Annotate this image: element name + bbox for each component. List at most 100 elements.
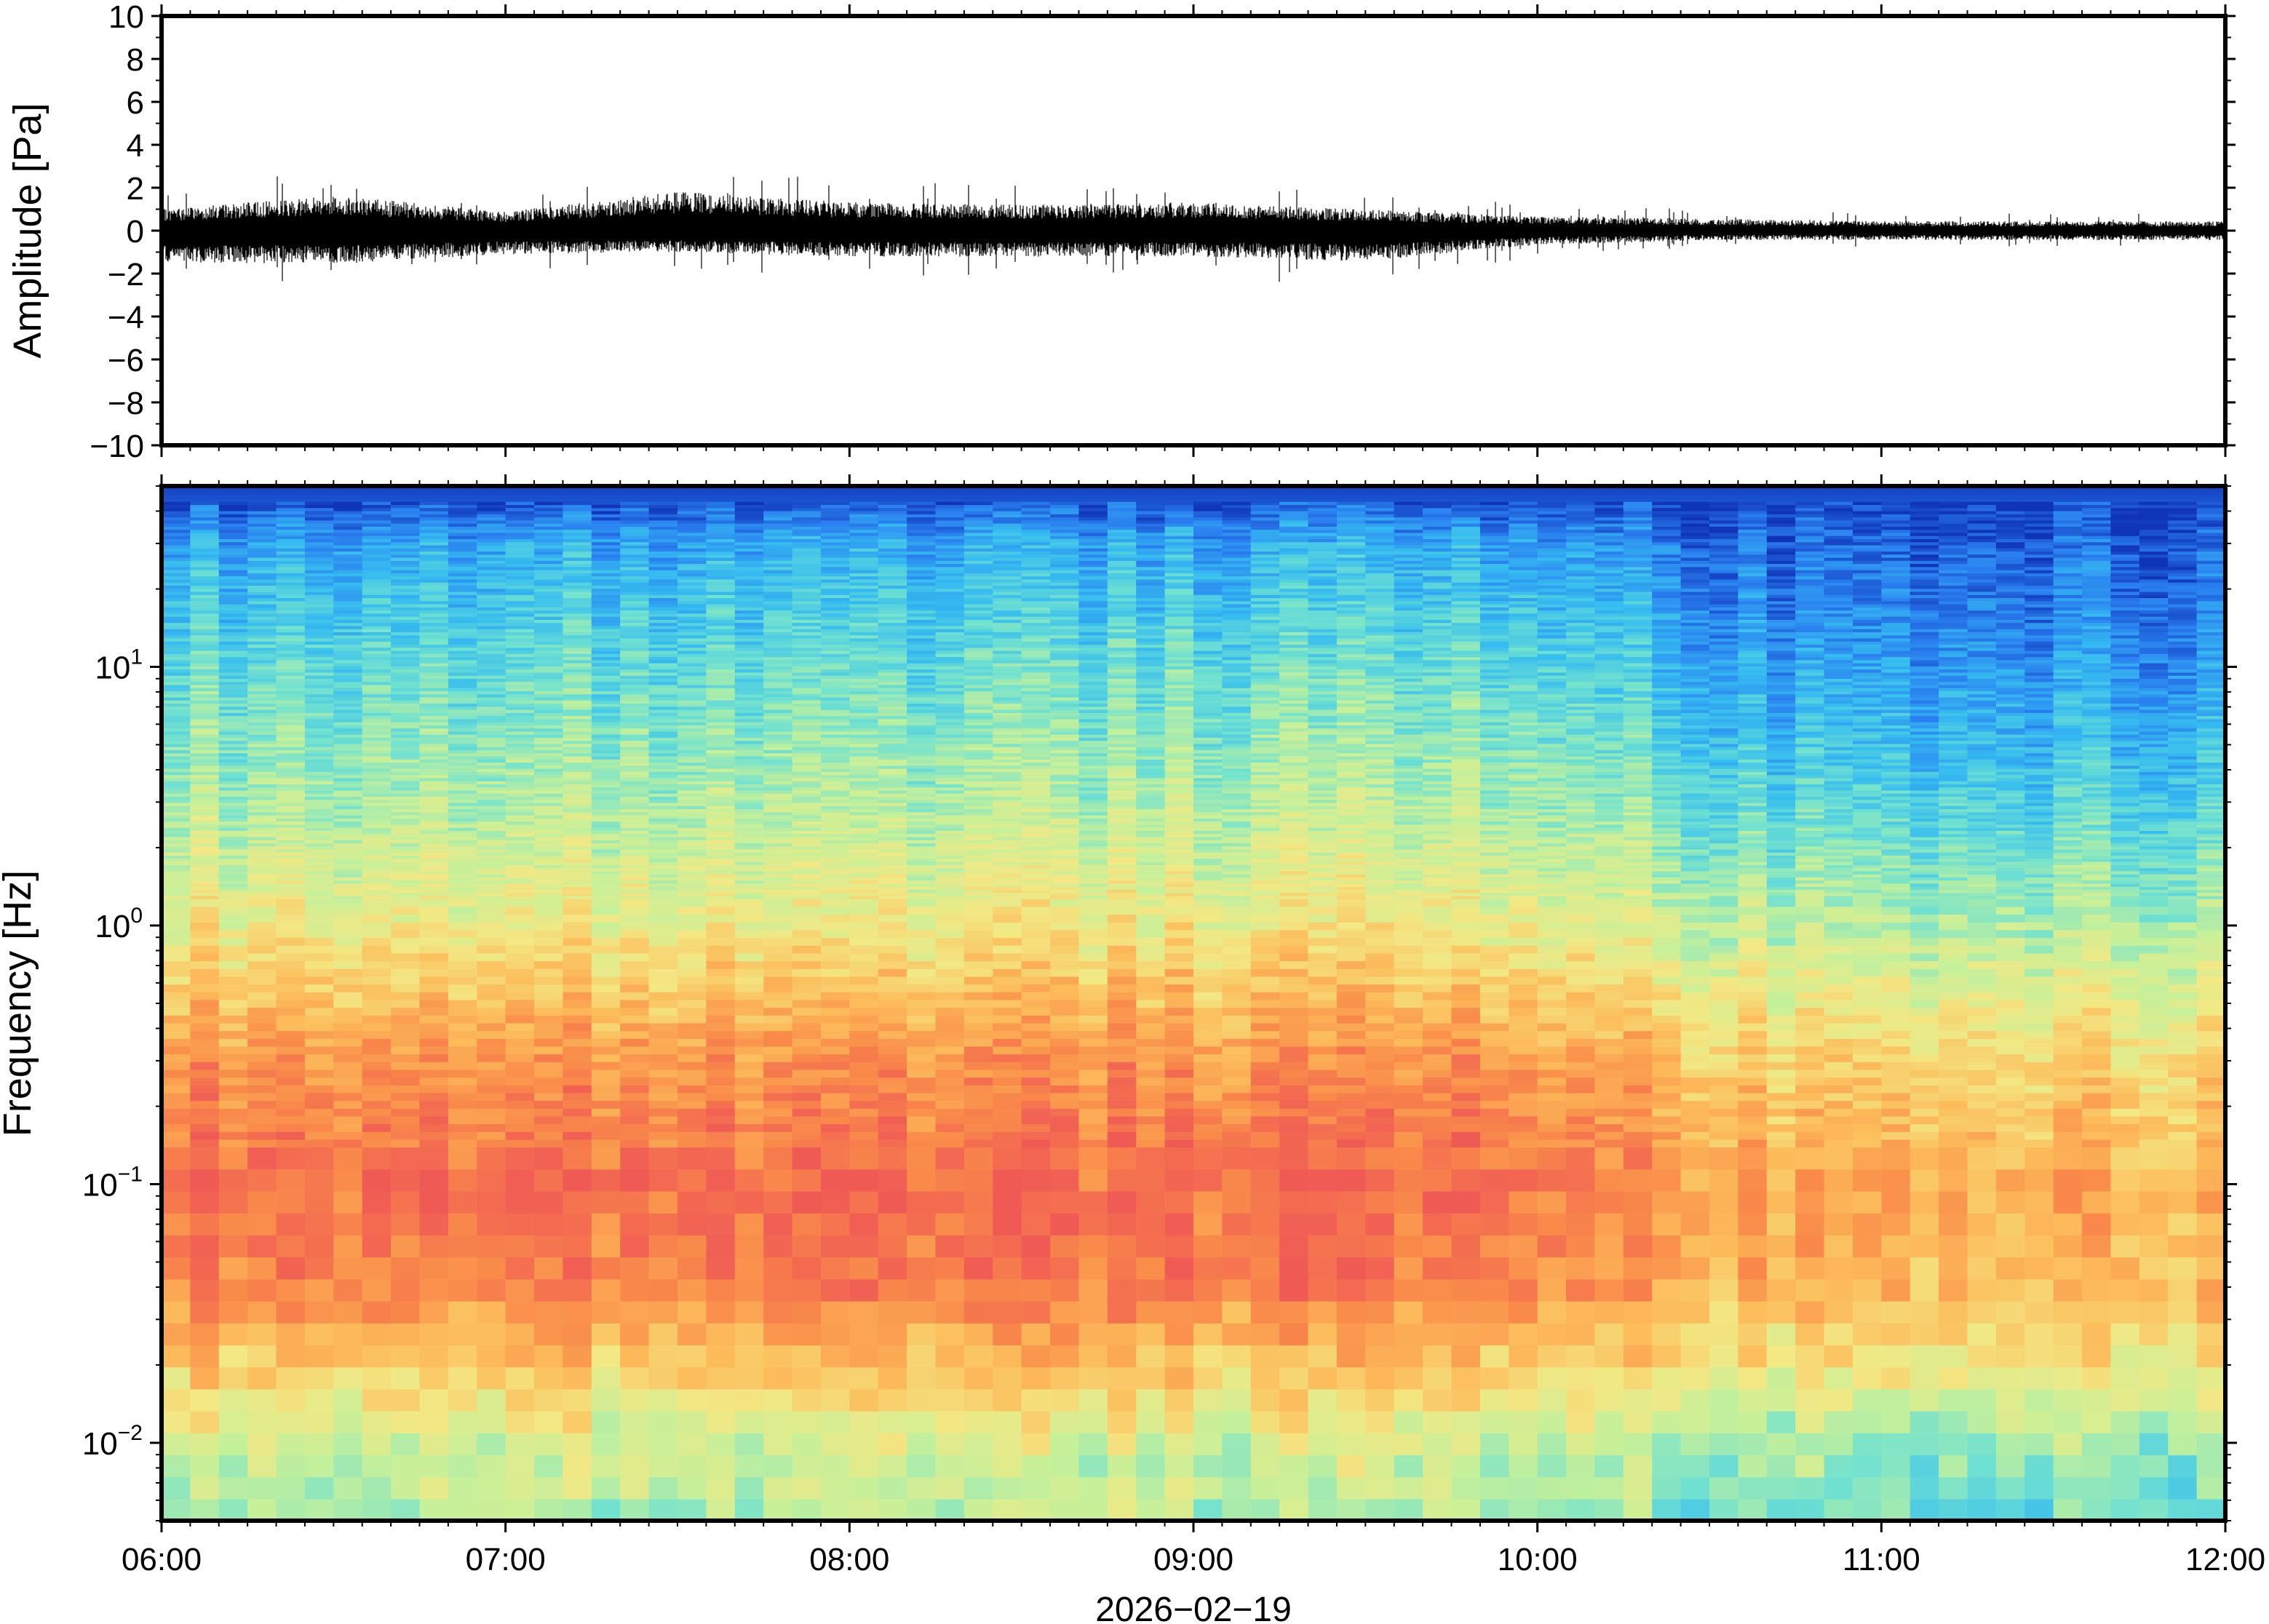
spectrogram-cell: [820, 1100, 851, 1109]
spectrogram-cell: [620, 1054, 650, 1062]
spectrogram-cell: [648, 566, 678, 570]
spectrogram-cell: [820, 746, 851, 751]
spectrogram-cell: [878, 731, 907, 735]
spectrogram-cell: [333, 802, 363, 806]
spectrogram-cell: [763, 805, 793, 810]
spectrogram-cell: [162, 1077, 191, 1086]
spectrogram-cell: [763, 752, 793, 757]
spectrogram-cell: [505, 526, 535, 530]
spectrogram-cell: [477, 622, 506, 626]
spectrogram-cell: [820, 541, 851, 546]
spectrogram-cell: [620, 1046, 650, 1055]
spectrogram-cell: [677, 650, 707, 654]
spectrogram-cell: [792, 762, 822, 766]
spectrogram-cell: [620, 811, 650, 816]
spectrogram-cell: [477, 808, 506, 813]
spectrogram-cell: [734, 517, 764, 521]
spectrogram-cell: [620, 984, 650, 992]
spectrogram-cell: [304, 984, 335, 992]
spectrogram-cell: [505, 818, 535, 822]
spectrogram-cell: [792, 718, 822, 723]
spectrogram-cell: [477, 690, 506, 695]
spectrogram-cell: [218, 703, 248, 707]
spectrogram-cell: [907, 945, 937, 954]
spectrogram-cell: [505, 674, 535, 679]
spectrogram-cell: [304, 740, 335, 744]
spectrogram-cell: [276, 551, 306, 555]
spectrogram-cell: [391, 563, 421, 568]
spectrogram-cell: [247, 883, 277, 887]
spectrogram-cell: [734, 541, 764, 546]
spectrogram-cell: [763, 594, 793, 599]
spectrogram-cell: [190, 1046, 220, 1055]
spectrogram-cell: [878, 839, 907, 844]
spectrogram-cell: [591, 1410, 621, 1433]
spectrogram-cell: [792, 749, 822, 754]
spectrogram-cell: [304, 681, 335, 685]
spectrogram-cell: [304, 632, 335, 636]
spectrogram-cell: [648, 632, 678, 636]
spectrogram-cell: [190, 836, 220, 840]
spectrogram-cell: [419, 696, 449, 701]
spectrogram-cell: [333, 1054, 363, 1062]
spectrogram-cell: [276, 743, 306, 747]
spectrogram-cell: [620, 581, 650, 586]
spectrogram-cell: [477, 818, 506, 822]
spectrogram-cell: [333, 653, 363, 658]
spectrogram-cell: [648, 1115, 678, 1125]
spectrogram-cell: [677, 1100, 707, 1109]
spectrogram-cell: [763, 827, 793, 831]
spectrogram-cell: [591, 830, 621, 835]
spectrogram-cell: [820, 706, 851, 710]
spectrogram-cell: [648, 1007, 678, 1016]
spectrogram-cell: [878, 1007, 907, 1016]
spectrogram-cell: [878, 1069, 907, 1078]
spectrogram-cell: [820, 802, 851, 806]
spectrogram-cell: [706, 1030, 736, 1039]
spectrogram-cell: [333, 650, 363, 654]
spectrogram-cell: [190, 634, 220, 639]
spectrogram-cell: [419, 625, 449, 629]
spectrogram-cell: [763, 843, 793, 847]
spectrogram-cell: [849, 690, 879, 695]
spectrogram-cell: [391, 755, 421, 760]
spectrogram-cell: [162, 569, 191, 573]
spectrogram-cell: [849, 492, 879, 496]
spectrogram-cell: [677, 637, 707, 642]
spectrogram-cell: [419, 768, 449, 772]
spectrogram-cell: [648, 1100, 678, 1109]
spectrogram-cell: [706, 721, 736, 725]
spectrogram-cell: [763, 821, 793, 825]
spectrogram-cell: [362, 647, 392, 651]
spectrogram-cell: [333, 755, 363, 760]
spectrogram-cell: [304, 836, 335, 840]
spectrogram-cell: [419, 1323, 449, 1346]
spectrogram-cell: [276, 1169, 306, 1192]
spectrogram-cell: [792, 746, 822, 751]
spectrogram-cell: [276, 687, 306, 691]
spectrogram-cell: [534, 566, 564, 570]
spectrogram-cell: [505, 749, 535, 754]
spectrogram-cell: [391, 1100, 421, 1109]
spectrogram-cell: [362, 529, 392, 533]
spectrogram-cell: [591, 1092, 621, 1102]
spectrogram-cell: [505, 1061, 535, 1070]
spectrogram-cell: [878, 653, 907, 658]
spectrogram-cell: [878, 650, 907, 654]
spectrogram-cell: [907, 1100, 937, 1109]
spectrogram-cell: [792, 725, 822, 729]
spectrogram-cell: [734, 771, 764, 776]
spectrogram-cell: [706, 560, 736, 565]
spectrogram-cell: [591, 573, 621, 577]
spectrogram-cell: [218, 573, 248, 577]
spectrogram-cell: [734, 674, 764, 679]
spectrogram-cell: [448, 821, 478, 825]
spectrogram-cell: [304, 914, 335, 923]
spectrogram-cell: [391, 1278, 421, 1302]
spectrogram-cell: [591, 1235, 621, 1258]
spectrogram-cell: [505, 718, 535, 723]
spectrogram-cell: [534, 945, 564, 954]
spectrogram-cell: [878, 603, 907, 608]
spectrogram-cell: [276, 600, 306, 605]
spectrogram-cell: [247, 873, 277, 877]
